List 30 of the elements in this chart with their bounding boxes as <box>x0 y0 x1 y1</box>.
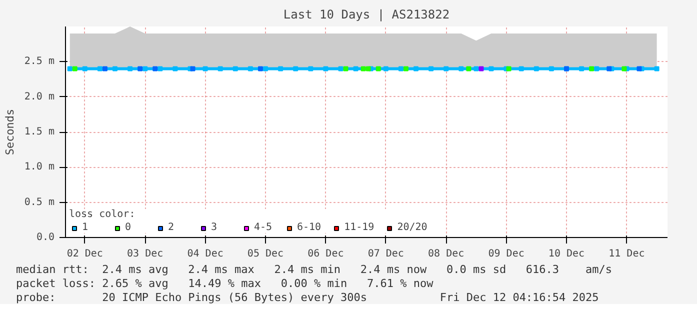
x-tick-label: 04 Dec <box>187 248 224 260</box>
text: packet loss: 2.65 % avg 14.49 % max 0.00 % min 7.61 % now <box>16 276 434 292</box>
x-tick-label: 02 Dec <box>66 248 103 260</box>
legend-label: 11-19 <box>344 222 374 233</box>
y-tick-label: 1.5 m <box>24 126 55 138</box>
y-tick-label: 1.0 m <box>24 162 55 173</box>
y-axis-title: Seconds <box>3 108 16 156</box>
chart-title: Last 10 Days | AS213822 <box>283 8 450 22</box>
legend-label: 20/20 <box>397 222 428 233</box>
x-tick-label: 11 Dec <box>608 248 645 260</box>
x-tick-label: 09 Dec <box>488 248 524 260</box>
y-tick-label: 2.5 m <box>24 56 55 68</box>
legend-label: 4-5 <box>254 222 274 233</box>
text: median rtt: 2.4 ms avg 2.4 ms max 2.4 ms min 2.4 ms now 0.0 ms sd 616.3 am/s <box>16 262 612 278</box>
legend-label: 2 <box>168 222 176 233</box>
legend-label: 0 <box>125 222 132 233</box>
x-tick-label: 07 Dec <box>368 248 404 260</box>
legend-label: 3 <box>211 222 218 233</box>
x-tick-label: 05 Dec <box>247 248 284 260</box>
y-tick-label: 0.0 <box>36 232 54 243</box>
y-tick-label: 0.5 m <box>24 196 55 208</box>
legend-label: 6-10 <box>297 222 322 233</box>
x-tick-label: 10 Dec <box>548 248 585 260</box>
legend-label: 1 <box>82 222 90 233</box>
text: probe: 20 ICMP Echo Pings (56 Bytes) every 300s Fri Dec 12 04:16:54 2025 <box>16 291 599 304</box>
y-tick-label: 2.0 m <box>24 91 55 102</box>
x-tick-label: 08 Dec <box>428 248 464 260</box>
legend-title: loss color: <box>69 209 136 220</box>
x-tick-label: 06 Dec <box>308 248 344 260</box>
x-tick-label: 03 Dec <box>127 248 164 260</box>
